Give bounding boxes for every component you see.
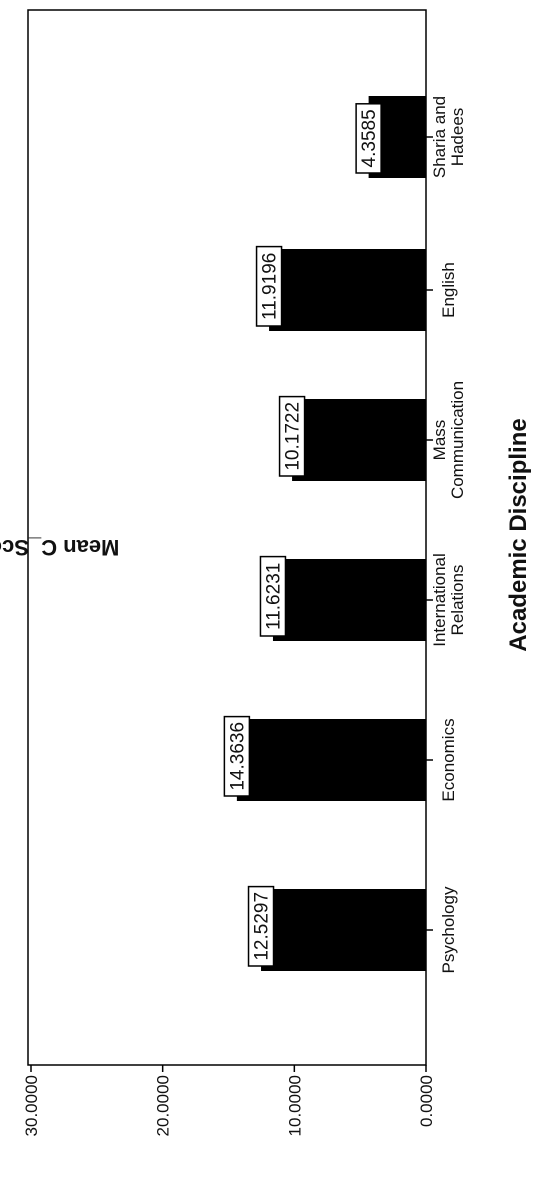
x-axis-title: Academic Discipline — [505, 418, 532, 651]
value-tick-label: 10.0000 — [285, 1075, 304, 1136]
category-label: English — [439, 262, 458, 318]
data-label: 10.1722 — [283, 402, 304, 471]
bar — [269, 249, 426, 331]
category-label: Sharia andHadees — [430, 96, 467, 178]
data-label-box — [255, 245, 283, 327]
value-axis: 0.0000 10.0000 20.0000 30.0000 — [22, 1065, 436, 1136]
value-tick-label: 20.0000 — [154, 1075, 173, 1136]
y-axis-title: Mean C_Score (MJC) — [0, 535, 119, 560]
category-label-line: Hadees — [448, 108, 467, 167]
data-label-box — [247, 885, 275, 967]
bar — [272, 559, 426, 641]
data-label: 11.6231 — [263, 563, 284, 630]
category-label: Economics — [439, 718, 458, 801]
value-tick-label: 30.0000 — [22, 1075, 41, 1136]
plot-area — [27, 9, 427, 1066]
data-label-box — [259, 555, 287, 637]
data-label: 12.5297 — [252, 892, 273, 961]
data-label: 14.3636 — [227, 722, 248, 791]
plot-frame — [27, 9, 427, 1066]
data-label: 11.9196 — [260, 253, 281, 320]
category-label-line: Relations — [448, 565, 467, 636]
value-tick-label: 0.0000 — [417, 1075, 436, 1127]
bar — [261, 889, 426, 971]
bar — [292, 399, 426, 481]
category-label-line: Economics — [439, 718, 458, 801]
data-label-box — [278, 395, 306, 477]
category-label-line: Communication — [448, 381, 467, 499]
category-label-line: Mass — [430, 420, 449, 461]
data-label-box — [355, 103, 382, 174]
data-label: 4.3585 — [359, 109, 380, 167]
bar-series: 12.5297 14.3636 11.6231 10.1722 11.9196 4.358… — [223, 96, 426, 971]
category-label: MassCommunication — [430, 381, 467, 499]
category-label-line: Psychology — [439, 886, 458, 973]
category-label-line: Sharia and — [430, 96, 449, 178]
category-label-line: International — [430, 553, 449, 647]
data-label-box — [223, 715, 251, 797]
bar — [236, 719, 426, 801]
category-label: InternationalRelations — [430, 553, 467, 647]
category-label-line: English — [439, 262, 458, 318]
category-axis: Psychology Economics InternationalRelation… — [426, 96, 467, 973]
category-label: Psychology — [439, 886, 458, 973]
